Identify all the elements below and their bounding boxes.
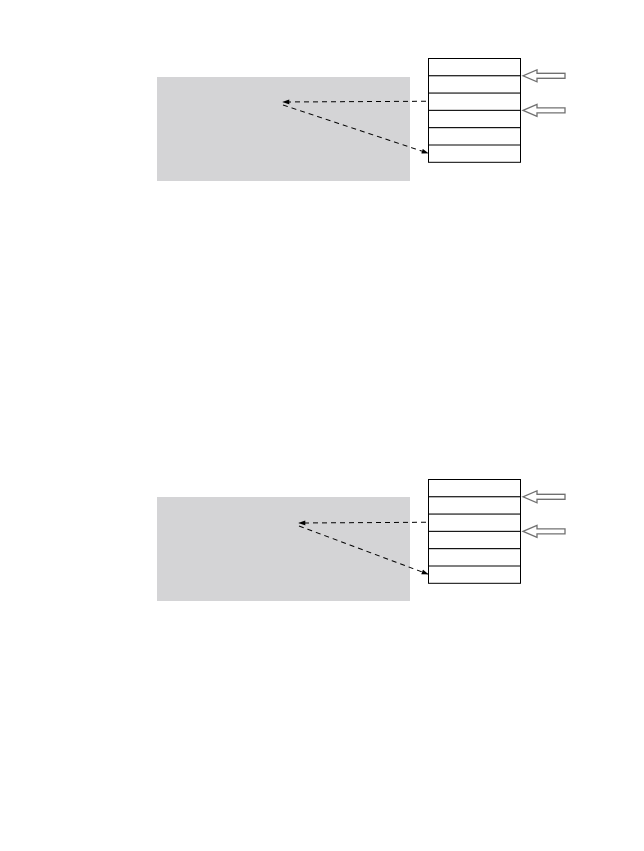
stack-row: [428, 144, 521, 163]
gray-panel: [157, 497, 410, 601]
hollow-arrow-icon: [521, 103, 566, 118]
stack-row: [428, 565, 521, 584]
dashed-arrow: [298, 525, 429, 575]
hollow-arrow-icon: [521, 489, 566, 504]
stack-row: [428, 58, 521, 77]
stack-row: [428, 127, 521, 146]
stack-row: [428, 75, 521, 94]
hollow-arrow-icon: [521, 68, 566, 83]
upper-diagram-canvas: [157, 58, 566, 181]
stack-row: [428, 109, 521, 129]
gray-panel: [157, 77, 410, 181]
stack-row: [428, 496, 521, 515]
dashed-arrow: [298, 520, 427, 526]
stack-row: [428, 530, 521, 550]
stack-row: [428, 548, 521, 567]
stack-row: [428, 513, 521, 532]
dashed-arrow: [282, 99, 427, 105]
hollow-arrow-icon: [521, 524, 566, 539]
dashed-arrow: [282, 104, 429, 154]
lower-diagram-canvas: [157, 479, 566, 601]
lower-diagram: [0, 420, 644, 620]
upper-diagram: [0, 0, 644, 200]
stack-row: [428, 92, 521, 111]
stack-row: [428, 479, 521, 498]
